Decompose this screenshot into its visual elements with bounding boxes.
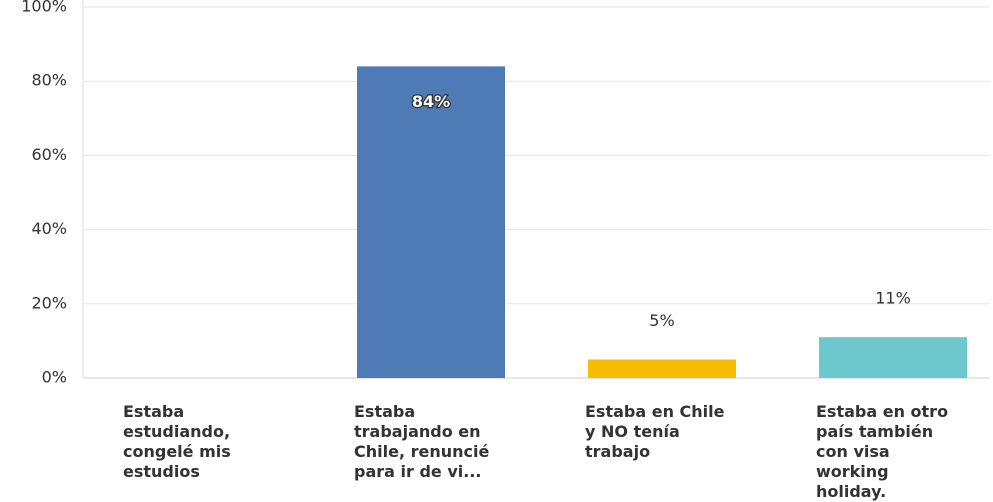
y-tick-label: 100%	[21, 0, 67, 16]
x-tick-label: Estaba estudiando, congelé mis estudios	[123, 402, 231, 481]
bar	[357, 66, 505, 379]
y-tick-label: 60%	[31, 145, 67, 164]
bar	[819, 337, 967, 378]
data-label: 84%	[412, 92, 450, 111]
data-label: 11%	[875, 289, 911, 308]
y-tick-label: 20%	[31, 293, 67, 312]
x-tick-label: Estaba trabajando en Chile, renuncié par…	[354, 402, 490, 481]
data-label: 5%	[649, 311, 674, 330]
y-tick-label: 40%	[31, 219, 67, 238]
y-tick-label: 80%	[31, 71, 67, 90]
x-tick-label: Estaba en otro país también con visa wor…	[816, 402, 949, 501]
y-tick-label: 0%	[42, 368, 67, 387]
x-tick-label: Estaba en Chile y NO tenía trabajo	[585, 402, 725, 461]
bar	[588, 359, 736, 378]
